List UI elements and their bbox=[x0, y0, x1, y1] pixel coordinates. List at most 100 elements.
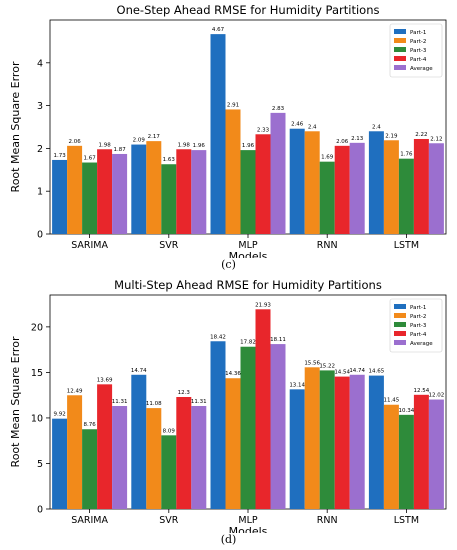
legend-swatch bbox=[394, 304, 406, 309]
bar bbox=[413, 138, 429, 234]
bar-value-label: 2.06 bbox=[68, 139, 81, 145]
bar bbox=[52, 159, 68, 234]
bar bbox=[97, 384, 113, 509]
bar-value-label: 1.87 bbox=[113, 147, 126, 153]
bar-value-label: 11.08 bbox=[146, 401, 162, 407]
legend-swatch bbox=[394, 340, 406, 345]
caption-d: (d) bbox=[220, 533, 237, 546]
legend-swatch bbox=[394, 322, 406, 327]
bar bbox=[304, 367, 320, 509]
x-axis-label: Models bbox=[229, 525, 268, 533]
bar bbox=[368, 375, 384, 509]
bar-value-label: 4.67 bbox=[212, 27, 225, 33]
bar bbox=[255, 134, 271, 234]
y-tick-label: 15 bbox=[31, 368, 43, 379]
bar bbox=[240, 346, 256, 509]
bar-value-label: 12.49 bbox=[67, 388, 83, 394]
bar bbox=[97, 149, 113, 234]
bar-value-label: 2.83 bbox=[272, 106, 285, 112]
y-axis-label: Root Mean Square Error bbox=[9, 61, 22, 192]
bar-value-label: 18.11 bbox=[270, 337, 286, 343]
bar bbox=[255, 309, 271, 509]
bar-value-label: 14.65 bbox=[369, 369, 385, 375]
legend-label: Average bbox=[410, 341, 433, 347]
chart-title: One-Step Ahead RMSE for Humidity Partiti… bbox=[117, 3, 380, 17]
bar-value-label: 2.12 bbox=[430, 136, 442, 142]
bar bbox=[398, 414, 414, 509]
bar bbox=[210, 341, 226, 509]
bar-value-label: 2.22 bbox=[415, 132, 427, 138]
bar-value-label: 21.93 bbox=[255, 302, 271, 308]
x-axis-label: Models bbox=[229, 250, 268, 258]
bar-value-label: 10.34 bbox=[399, 408, 415, 414]
y-tick-label: 10 bbox=[31, 413, 43, 424]
bar-value-label: 1.96 bbox=[242, 143, 255, 149]
bar-value-label: 18.42 bbox=[210, 334, 226, 340]
bar bbox=[349, 142, 365, 234]
bar bbox=[289, 389, 305, 509]
bar-value-label: 8.09 bbox=[163, 428, 176, 434]
bar-value-label: 11.45 bbox=[384, 398, 400, 404]
bar-value-label: 17.82 bbox=[240, 340, 256, 346]
bar-value-label: 2.46 bbox=[291, 122, 304, 128]
bar-value-label: 13.69 bbox=[97, 377, 113, 383]
legend-swatch bbox=[394, 65, 406, 70]
legend-swatch bbox=[394, 313, 406, 318]
bar-value-label: 1.73 bbox=[53, 153, 66, 159]
y-tick-label: 20 bbox=[31, 322, 43, 333]
multi-step-rmse-chart: Multi-Step Ahead RMSE for Humidity Parti… bbox=[9, 278, 447, 533]
bar-value-label: 15.56 bbox=[304, 360, 320, 366]
legend-swatch bbox=[394, 29, 406, 34]
bar-value-label: 2.17 bbox=[148, 134, 161, 140]
y-tick-label: 3 bbox=[37, 101, 43, 112]
bar-value-label: 11.31 bbox=[191, 399, 207, 405]
legend-swatch bbox=[394, 331, 406, 336]
x-tick-label: SVR bbox=[159, 515, 179, 526]
bar bbox=[319, 370, 335, 509]
bar bbox=[270, 344, 286, 509]
bar bbox=[225, 378, 241, 509]
bar bbox=[67, 145, 83, 234]
legend-label: Part-1 bbox=[410, 305, 426, 311]
bar bbox=[368, 131, 384, 234]
y-tick-label: 0 bbox=[37, 505, 43, 516]
bar bbox=[270, 112, 286, 234]
bar bbox=[82, 162, 98, 234]
bar bbox=[428, 143, 444, 234]
x-tick-label: RNN bbox=[317, 240, 338, 251]
bar bbox=[191, 150, 207, 234]
legend-box bbox=[389, 23, 443, 78]
chart-panel-d: Multi-Step Ahead RMSE for Humidity Parti… bbox=[0, 275, 457, 550]
bar-value-label: 1.69 bbox=[321, 155, 334, 161]
x-tick-label: SARIMA bbox=[71, 240, 108, 251]
y-axis-label: Root Mean Square Error bbox=[9, 336, 22, 467]
bar-value-label: 13.14 bbox=[289, 382, 305, 388]
bar-value-label: 8.76 bbox=[83, 422, 96, 428]
bar bbox=[176, 149, 192, 234]
x-tick-label: SVR bbox=[159, 240, 179, 251]
y-tick-label: 0 bbox=[37, 230, 43, 241]
bar-value-label: 14.74 bbox=[349, 368, 365, 374]
legend-label: Part-4 bbox=[410, 332, 427, 338]
bar bbox=[161, 435, 177, 509]
bar-value-label: 2.09 bbox=[133, 138, 146, 144]
bar-value-label: 14.74 bbox=[131, 368, 147, 374]
bar-value-label: 12.3 bbox=[178, 390, 191, 396]
bar-value-label: 12.02 bbox=[429, 393, 445, 399]
bar bbox=[383, 404, 399, 509]
bar bbox=[161, 164, 177, 234]
bar bbox=[67, 395, 83, 509]
legend-label: Part-1 bbox=[410, 30, 426, 36]
bar bbox=[225, 109, 241, 234]
bar bbox=[52, 418, 68, 509]
legend-swatch bbox=[394, 38, 406, 43]
bar-value-label: 1.63 bbox=[163, 157, 176, 163]
bar-value-label: 2.4 bbox=[372, 124, 381, 130]
bar-value-label: 11.31 bbox=[112, 399, 128, 405]
x-tick-label: MLP bbox=[238, 515, 257, 526]
bar-value-label: 15.22 bbox=[319, 363, 335, 369]
x-tick-label: SARIMA bbox=[71, 515, 108, 526]
legend-box bbox=[389, 298, 443, 353]
bar-value-label: 1.96 bbox=[193, 143, 206, 149]
bar-value-label: 14.54 bbox=[334, 370, 350, 376]
